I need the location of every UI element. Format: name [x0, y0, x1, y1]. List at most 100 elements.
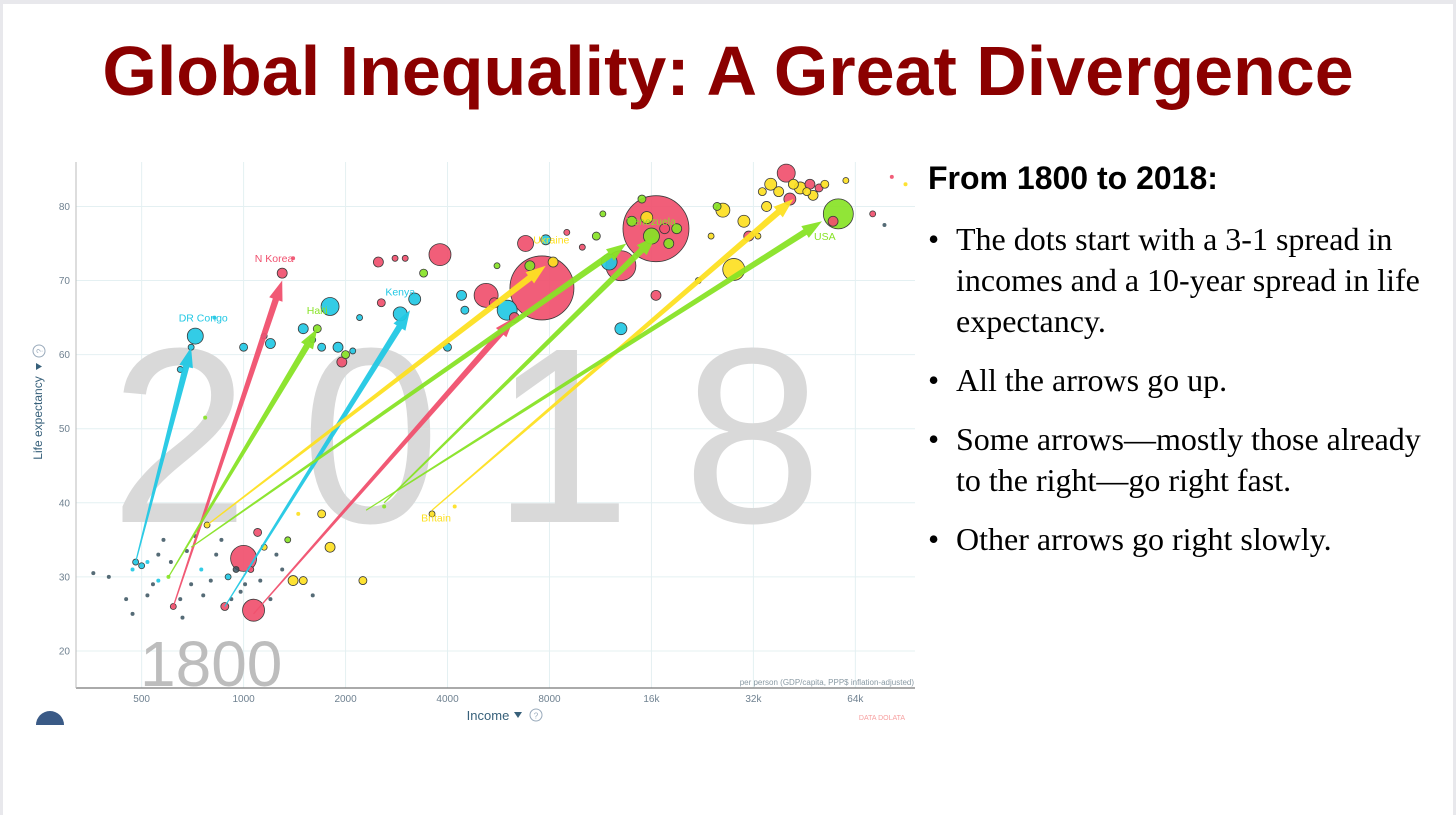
bubble: [428, 243, 452, 267]
bullet-dot: •: [928, 221, 940, 257]
bubble: [138, 562, 146, 570]
bubble: [637, 194, 647, 204]
country-label[interactable]: N Korea: [255, 253, 294, 265]
bubble: [493, 262, 501, 270]
bubble: [297, 323, 309, 335]
country-label[interactable]: Venezuela: [627, 216, 676, 228]
bubble: [578, 243, 586, 251]
bubble: [156, 552, 161, 557]
bubble: [317, 509, 327, 519]
notes-bullet-text: Some arrows—mostly those already to the …: [956, 421, 1421, 498]
bubble: [372, 256, 384, 268]
country-label[interactable]: DR Congo: [179, 312, 228, 324]
notes-bullet-list: • The dots start with a 3-1 spread in inc…: [928, 219, 1428, 560]
arrow-ukraine: [206, 265, 546, 526]
x-tick-label: 4000: [436, 694, 459, 705]
bubble: [239, 342, 249, 352]
country-label[interactable]: Britain: [421, 512, 451, 524]
slide-frame-top: [0, 0, 1456, 4]
bubble: [296, 511, 301, 516]
slide-frame-left: [0, 0, 3, 815]
bubble: [401, 254, 409, 262]
bubble: [659, 223, 671, 235]
bubble: [265, 338, 276, 349]
bubble: [91, 571, 96, 576]
x-tick-label: 16k: [643, 694, 660, 705]
bubble: [132, 558, 140, 566]
bubble: [258, 578, 263, 583]
bubble: [214, 552, 219, 557]
bubble: [332, 341, 344, 353]
bubble: [130, 611, 135, 616]
bubble: [889, 174, 894, 179]
bubble: [802, 187, 812, 197]
bubble: [773, 186, 785, 198]
bubble: [776, 163, 796, 183]
x-axis-dropdown-icon[interactable]: [514, 712, 522, 718]
bubble: [452, 504, 457, 509]
slide-title: Global Inequality: A Great Divergence: [102, 32, 1354, 110]
bubble: [208, 578, 213, 583]
bubble: [358, 576, 368, 585]
notes-bullet: • The dots start with a 3-1 spread in inc…: [928, 219, 1428, 342]
x-tick-label: 2000: [334, 694, 357, 705]
bubble: [663, 238, 675, 249]
arrow-red-mid: [253, 317, 515, 615]
country-label[interactable]: USA: [814, 231, 836, 243]
bubble: [820, 179, 830, 189]
arrow-usa: [365, 221, 822, 511]
bubble: [145, 560, 150, 565]
svg-text:?: ?: [36, 348, 45, 353]
bubble: [737, 214, 751, 228]
arrow-haiti: [168, 328, 318, 578]
y-tick-label: 50: [59, 424, 71, 435]
y-axis-help-icon[interactable]: ?: [32, 344, 46, 358]
notes-bullet-text: Other arrows go right slowly.: [956, 521, 1332, 557]
country-label[interactable]: Ukraine: [533, 234, 569, 246]
bubble: [349, 347, 357, 355]
bubble: [219, 537, 224, 542]
bullet-dot: •: [928, 521, 940, 557]
bubble: [224, 573, 232, 581]
x-axis-label[interactable]: Income: [467, 708, 510, 723]
bubble: [376, 298, 386, 308]
y-tick-label: 80: [59, 202, 71, 213]
y-tick-labels: 20 30 40 50 60 70 80: [59, 202, 71, 658]
bubble: [712, 202, 722, 211]
bubble: [168, 560, 173, 565]
y-axis-label[interactable]: Life expectancy: [31, 376, 45, 459]
bubble: [456, 289, 467, 301]
y-axis-dropdown-icon[interactable]: [36, 363, 42, 370]
bubble: [243, 582, 248, 587]
notes-bullet: • Other arrows go right slowly.: [928, 519, 1428, 560]
bubble: [291, 256, 296, 261]
bubble: [178, 597, 183, 602]
bubble: [201, 593, 206, 598]
bubble: [827, 215, 839, 227]
bubble: [284, 536, 292, 544]
bubble: [203, 415, 208, 420]
bubble: [563, 228, 571, 236]
x-axis-help-icon[interactable]: ?: [529, 708, 543, 722]
bubble: [626, 215, 638, 227]
y-tick-label: 20: [59, 646, 71, 657]
x-tick-label: 1000: [232, 694, 255, 705]
bubble: [509, 255, 575, 321]
country-label[interactable]: Kenya: [385, 286, 415, 298]
bubble: [903, 182, 908, 187]
bubble: [842, 177, 850, 184]
y-tick-label: 40: [59, 498, 71, 509]
arrow-green-long: [190, 243, 627, 548]
bubble: [287, 575, 299, 586]
x-axis-note: per person (GDP/capita, PPP$ inflation-a…: [740, 678, 915, 687]
bubble: [150, 582, 155, 587]
bubble: [787, 178, 799, 190]
bubble: [180, 615, 185, 620]
bubble: [614, 322, 628, 336]
y-tick-label: 70: [59, 276, 71, 287]
bubble: [822, 198, 854, 230]
slide-frame-right: [1453, 0, 1456, 815]
bubble: [869, 210, 877, 218]
country-label[interactable]: Haiti: [307, 305, 328, 317]
start-year-label: 1800: [140, 628, 282, 700]
